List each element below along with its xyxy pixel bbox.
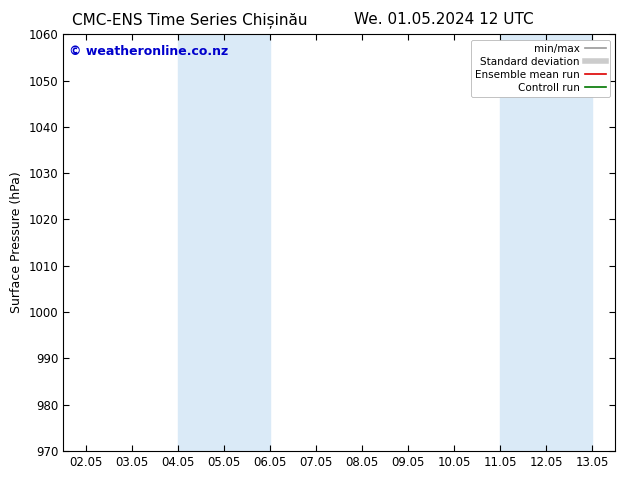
Text: CMC-ENS Time Series Chișinău: CMC-ENS Time Series Chișinău [72, 12, 308, 28]
Text: We. 01.05.2024 12 UTC: We. 01.05.2024 12 UTC [354, 12, 534, 27]
Legend: min/max, Standard deviation, Ensemble mean run, Controll run: min/max, Standard deviation, Ensemble me… [470, 40, 610, 97]
Y-axis label: Surface Pressure (hPa): Surface Pressure (hPa) [10, 172, 23, 314]
Bar [500, 34, 592, 451]
Bar [178, 34, 270, 451]
Text: © weatheronline.co.nz: © weatheronline.co.nz [69, 45, 228, 58]
